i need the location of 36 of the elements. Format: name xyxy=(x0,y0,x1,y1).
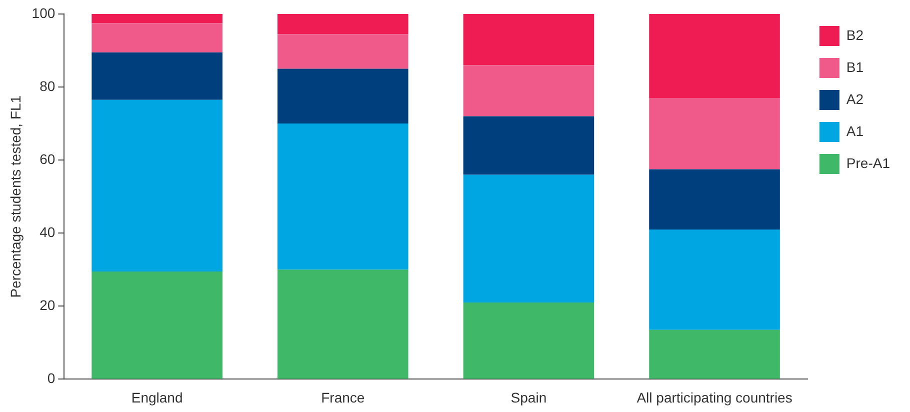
y-tick-label: 20 xyxy=(40,297,56,314)
legend-label: A2 xyxy=(846,90,864,107)
y-tick-label: 40 xyxy=(40,224,56,240)
bar xyxy=(649,14,780,98)
bar xyxy=(277,270,408,379)
bar xyxy=(463,174,594,303)
bar xyxy=(649,229,780,330)
x-tick-label: England xyxy=(131,389,183,406)
legend-label: Pre-A1 xyxy=(846,154,890,171)
bar xyxy=(92,100,222,272)
bar xyxy=(277,34,408,69)
y-tick-label: 60 xyxy=(40,150,56,167)
bar xyxy=(92,14,222,24)
legend-label: A1 xyxy=(846,122,864,139)
bar xyxy=(277,14,408,34)
bar xyxy=(649,98,780,170)
y-tick-label: 80 xyxy=(40,78,56,94)
y-axis-title: Percentage students tested, FL1 xyxy=(7,95,24,298)
x-tick-label: France xyxy=(321,389,365,406)
bar xyxy=(92,23,222,52)
bar xyxy=(463,65,594,116)
bar xyxy=(463,14,594,66)
y-tick-label: 0 xyxy=(47,370,56,386)
legend-label: B1 xyxy=(846,58,864,75)
bar xyxy=(277,68,408,124)
bar xyxy=(649,330,780,379)
x-tick-label: All participating countries xyxy=(636,389,792,406)
bar xyxy=(277,124,408,270)
legend-label: B2 xyxy=(846,26,864,43)
bar xyxy=(92,52,222,100)
bar xyxy=(649,169,780,230)
y-tick-label: 100 xyxy=(32,4,56,21)
bar xyxy=(463,116,594,175)
bar xyxy=(92,271,222,379)
bar xyxy=(463,302,594,379)
x-tick-label: Spain xyxy=(510,389,547,406)
